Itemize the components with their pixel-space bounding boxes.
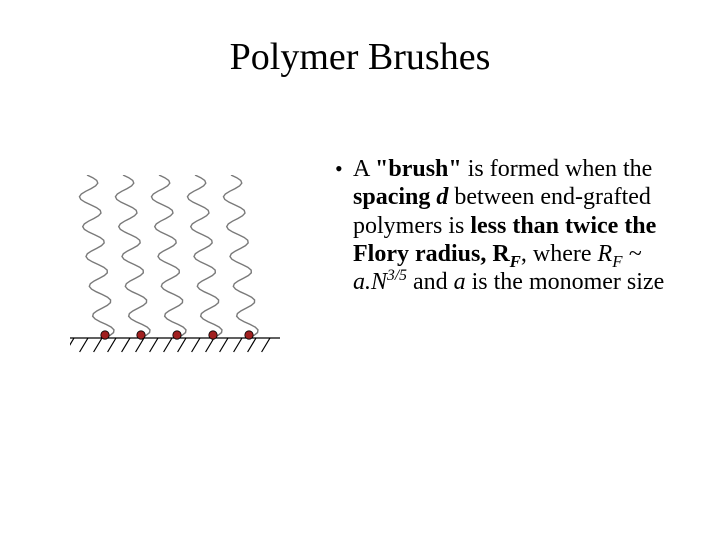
graft-anchor bbox=[209, 331, 217, 339]
polymer-chain bbox=[115, 175, 150, 338]
polymer-chain bbox=[187, 175, 222, 338]
hatch-line bbox=[80, 338, 88, 352]
hatch-line bbox=[150, 338, 158, 352]
graft-anchor bbox=[245, 331, 253, 339]
hatch-line bbox=[108, 338, 116, 352]
hatch-line bbox=[192, 338, 200, 352]
hatch-line bbox=[122, 338, 130, 352]
slide-title: Polymer Brushes bbox=[0, 35, 720, 79]
bullet-body: A "brush" is formed when the spacing d b… bbox=[353, 155, 685, 297]
polymer-chain bbox=[79, 175, 114, 338]
hatch-line bbox=[262, 338, 270, 352]
hatch-line bbox=[70, 338, 74, 352]
hatch-line bbox=[94, 338, 102, 352]
hatch-line bbox=[136, 338, 144, 352]
hatch-line bbox=[206, 338, 214, 352]
bullet-marker: • bbox=[335, 155, 353, 183]
hatch-line bbox=[234, 338, 242, 352]
hatch-line bbox=[248, 338, 256, 352]
graft-anchor bbox=[173, 331, 181, 339]
polymer-chain bbox=[151, 175, 186, 338]
hatch-line bbox=[220, 338, 228, 352]
graft-anchor bbox=[137, 331, 145, 339]
bullet-text-block: • A "brush" is formed when the spacing d… bbox=[335, 155, 685, 297]
graft-anchor bbox=[101, 331, 109, 339]
hatch-line bbox=[164, 338, 172, 352]
polymer-chain bbox=[223, 175, 258, 338]
hatch-line bbox=[178, 338, 186, 352]
polymer-brush-diagram bbox=[70, 175, 290, 375]
